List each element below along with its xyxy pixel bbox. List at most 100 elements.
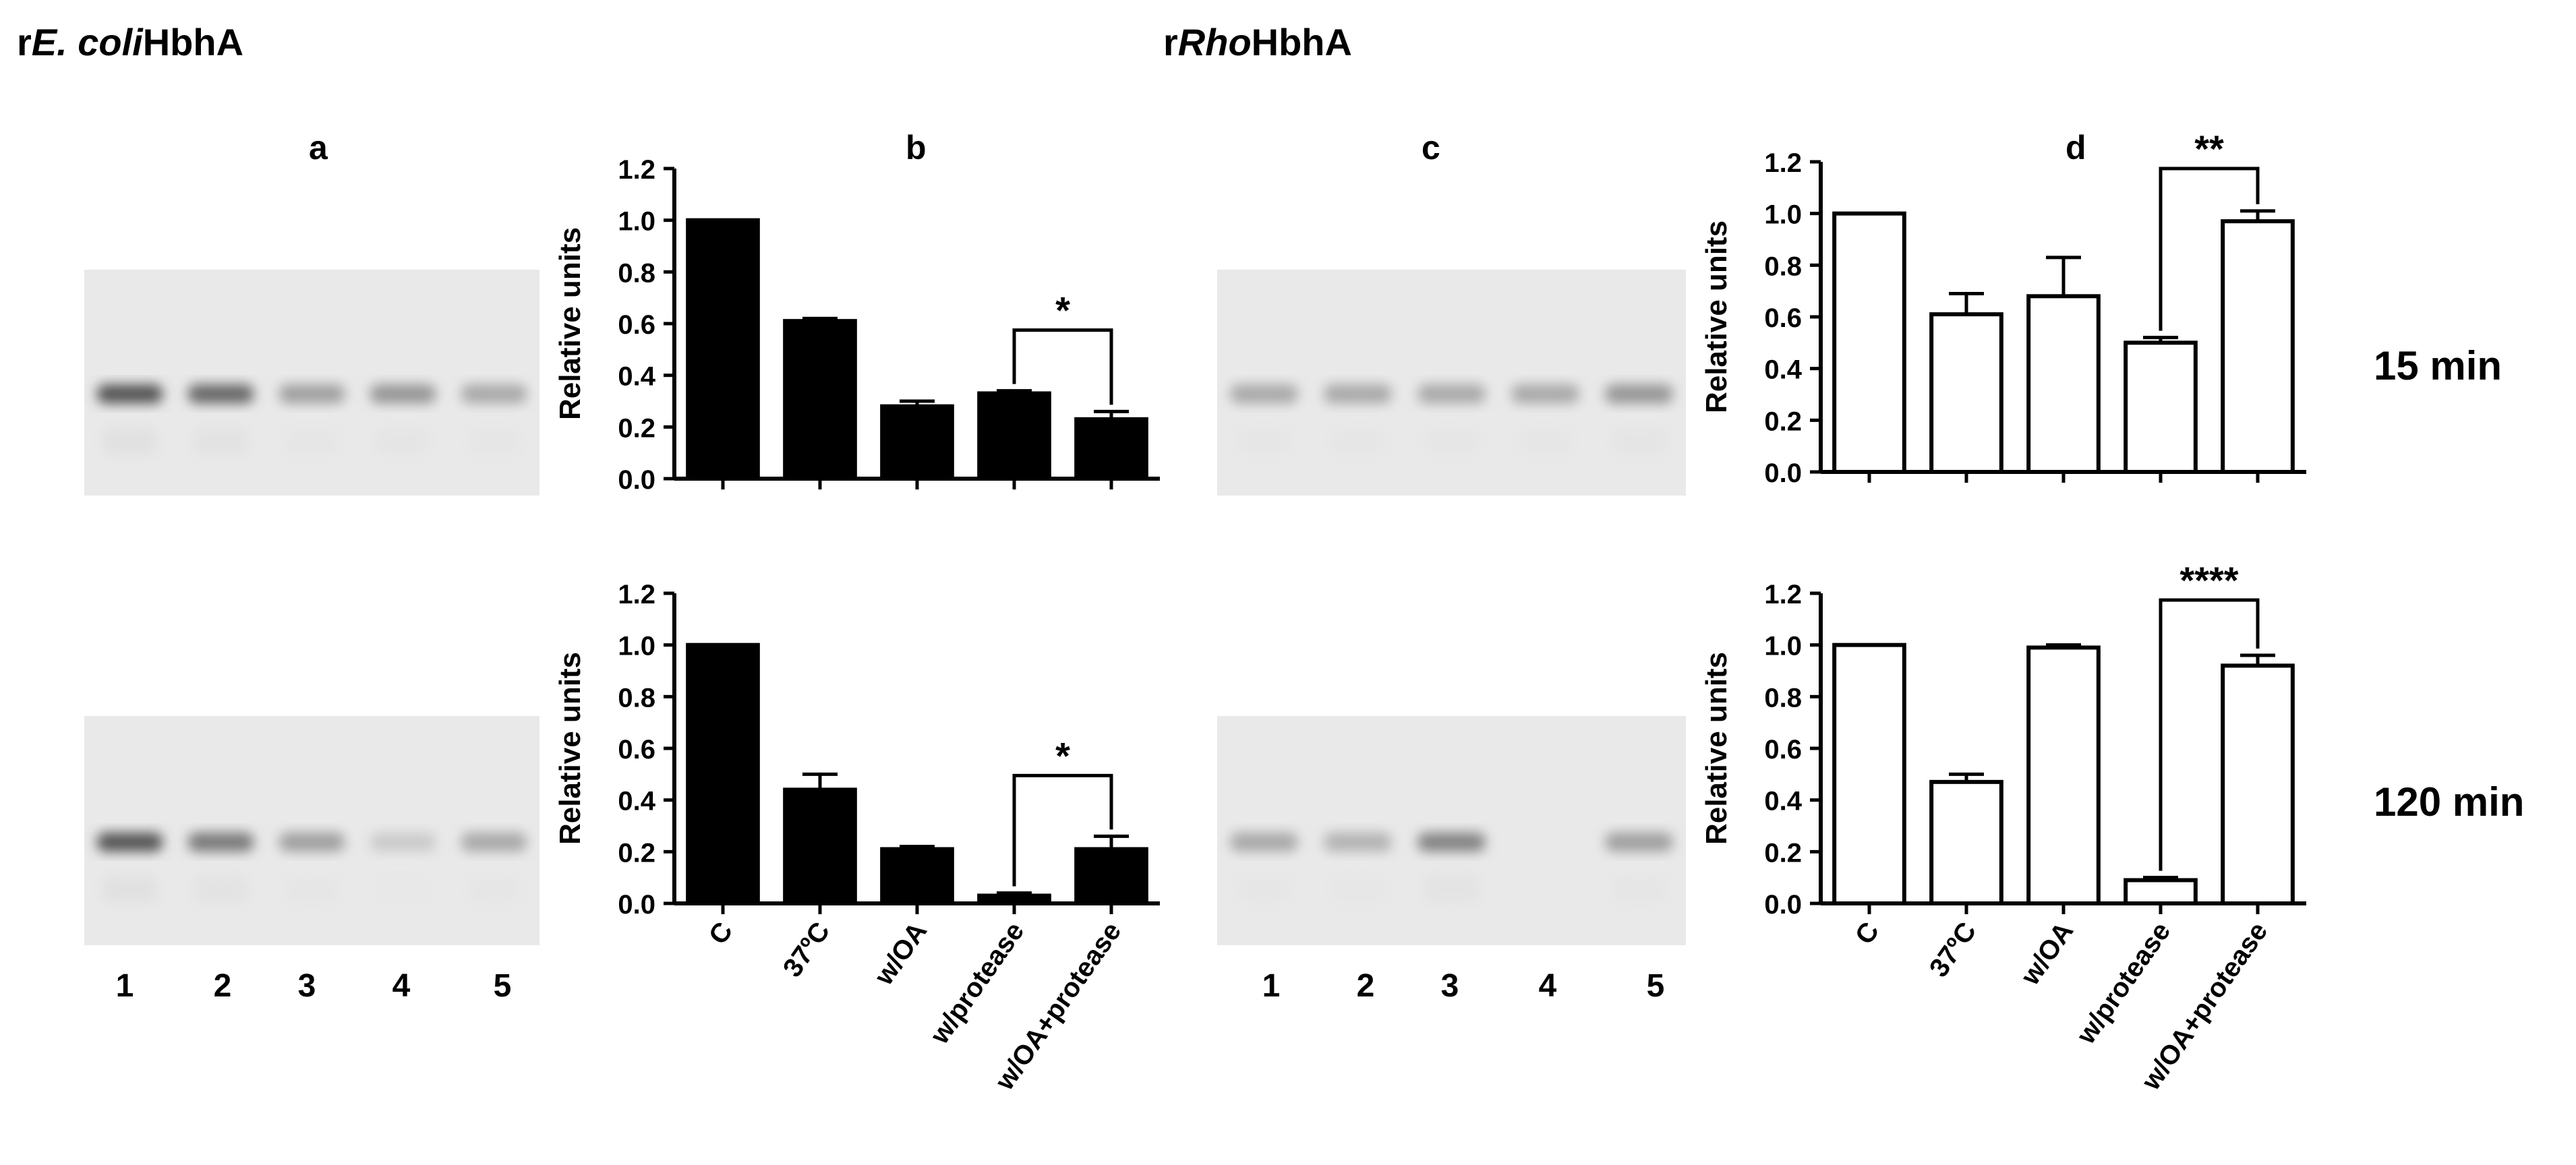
panel-letter-b: b <box>906 129 927 167</box>
gel-smear <box>376 427 430 455</box>
gel-image <box>84 270 539 496</box>
bar <box>686 218 760 481</box>
y-axis-label: Relative units <box>1700 220 1733 413</box>
y-tick-label: 1.2 <box>618 155 655 185</box>
bar <box>783 787 857 906</box>
y-tick-label: 0.4 <box>618 787 655 816</box>
y-tick-label: 1.0 <box>618 207 655 237</box>
gel-band <box>96 384 163 404</box>
lane-label: 2 <box>213 968 232 1004</box>
gel-band <box>96 833 163 852</box>
x-category-label: w/protease <box>925 917 1030 1050</box>
gel-smear <box>1610 876 1668 903</box>
x-category-label: C <box>1850 917 1885 950</box>
significance-bracket <box>2159 167 2260 331</box>
significance-label: * <box>1055 289 1070 332</box>
time-label-120min: 120 min <box>2374 779 2525 825</box>
lane-label: 1 <box>115 968 134 1004</box>
lane-label: 3 <box>1440 968 1459 1004</box>
bar-chart-d-15min: 0.0 0.2 0.4 0.6 0.8 1.0 1.2 Relative units ** <box>1700 127 2306 488</box>
x-category-label: 37ºC <box>1924 917 1983 982</box>
gel-smear <box>1329 876 1386 903</box>
bar-chart-b-120min: 0.0 0.2 0.4 0.6 0.8 1.0 1.2 Relative units C 37ºC… <box>554 580 1160 1096</box>
y-tick-label: 0.8 <box>1764 683 1802 713</box>
panel-letter-d: d <box>2066 129 2086 167</box>
gel-smear <box>194 876 248 903</box>
bar <box>1832 643 1906 906</box>
lane-label: 2 <box>1356 968 1375 1004</box>
gel-a-120min <box>84 716 539 945</box>
x-category-label: w/protease <box>2071 917 2176 1050</box>
panel-letter-a: a <box>309 129 328 167</box>
bar-chart-d-120min: 0.0 0.2 0.4 0.6 0.8 1.0 1.2 Relative units C 37ºC… <box>1700 559 2306 1096</box>
y-axis-label: Relative units <box>554 652 587 845</box>
y-tick-label: 0.0 <box>618 465 655 495</box>
y-tick-label: 0.0 <box>618 890 655 920</box>
gel-band <box>461 833 527 852</box>
y-tick-label: 0.2 <box>1764 407 1802 436</box>
y-tick-label: 1.2 <box>1764 148 1802 178</box>
bar-chart-b-15min: 0.0 0.2 0.4 0.6 0.8 1.0 1.2 Relative units * <box>554 155 1160 495</box>
gel-band <box>187 384 254 404</box>
gel-band <box>1230 384 1298 404</box>
lane-label: 5 <box>1646 968 1665 1004</box>
x-category-label: w/OA <box>869 917 933 991</box>
gel-smear <box>1423 427 1480 455</box>
gel-smear <box>1329 427 1386 455</box>
bar <box>2124 340 2198 475</box>
gel-band <box>1605 384 1673 404</box>
y-tick-label: 0.0 <box>1764 458 1802 488</box>
significance-label: **** <box>2179 559 2238 601</box>
bar <box>1832 211 1906 475</box>
bar <box>1074 417 1148 481</box>
bar <box>880 847 954 905</box>
gel-smear <box>194 427 248 455</box>
gel-smear <box>285 427 339 455</box>
gel-smear <box>1235 876 1293 903</box>
gel-smear <box>285 876 339 903</box>
bar <box>1929 312 2003 474</box>
gel-background <box>1217 716 1686 945</box>
gel-band <box>279 384 345 404</box>
y-tick-label: 0.4 <box>618 362 655 392</box>
gel-background <box>1217 270 1686 496</box>
gel-a-15min <box>84 270 539 496</box>
y-tick-label: 0.8 <box>1764 251 1802 281</box>
lane-label: 1 <box>1262 968 1281 1004</box>
bar <box>2026 645 2101 905</box>
gel-band <box>1230 833 1298 852</box>
significance-bracket <box>2159 598 2260 871</box>
y-tick-label: 0.0 <box>1764 890 1802 920</box>
gel-smear <box>1423 876 1480 903</box>
gel-band <box>279 833 345 852</box>
x-category-label: 37ºC <box>778 917 836 982</box>
bar <box>1074 847 1148 905</box>
y-tick-label: 1.0 <box>1764 632 1802 661</box>
gel-band <box>1605 833 1673 852</box>
title-ecoli-hbha: rE. coliHbhA <box>17 21 244 63</box>
gel-image <box>1217 716 1686 945</box>
y-tick-label: 1.0 <box>1764 200 1802 230</box>
gel-band <box>1324 833 1392 852</box>
x-category-label: C <box>703 917 739 950</box>
gel-smear <box>1517 427 1574 455</box>
y-tick-label: 0.6 <box>1764 303 1802 333</box>
bar <box>977 391 1051 481</box>
y-tick-label: 0.4 <box>1764 355 1802 385</box>
y-tick-label: 1.2 <box>618 580 655 609</box>
gel-c-120min <box>1217 716 1686 945</box>
y-tick-label: 0.4 <box>1764 787 1802 816</box>
gel-smear <box>467 427 521 455</box>
y-tick-label: 0.6 <box>1764 735 1802 765</box>
gel-band <box>1417 833 1486 852</box>
gel-band <box>461 384 527 404</box>
y-tick-label: 1.0 <box>618 632 655 661</box>
panel-letter-c: c <box>1422 129 1440 167</box>
y-tick-label: 0.6 <box>618 310 655 340</box>
bar <box>1929 779 2003 906</box>
bar <box>880 404 954 481</box>
lane-label: 5 <box>493 968 512 1004</box>
bar <box>977 893 1051 905</box>
lane-label: 3 <box>297 968 316 1004</box>
y-axis-label: Relative units <box>1700 652 1733 845</box>
